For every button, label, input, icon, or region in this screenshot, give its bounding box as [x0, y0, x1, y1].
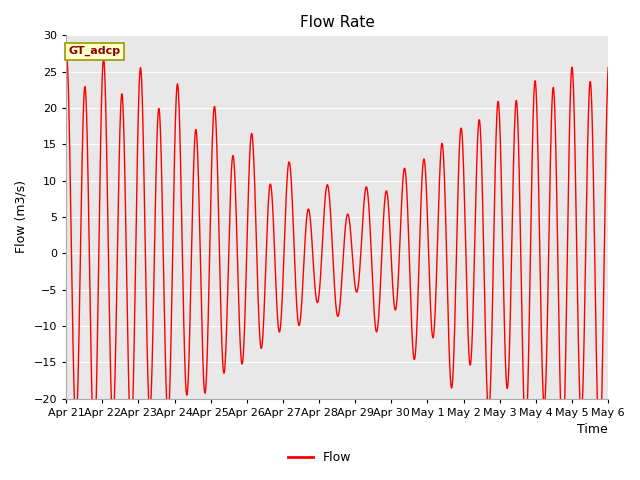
Text: GT_adcp: GT_adcp	[68, 46, 121, 57]
Y-axis label: Flow (m3/s): Flow (m3/s)	[15, 180, 28, 253]
X-axis label: Time: Time	[577, 423, 608, 436]
Legend: Flow: Flow	[284, 446, 356, 469]
Title: Flow Rate: Flow Rate	[300, 15, 374, 30]
